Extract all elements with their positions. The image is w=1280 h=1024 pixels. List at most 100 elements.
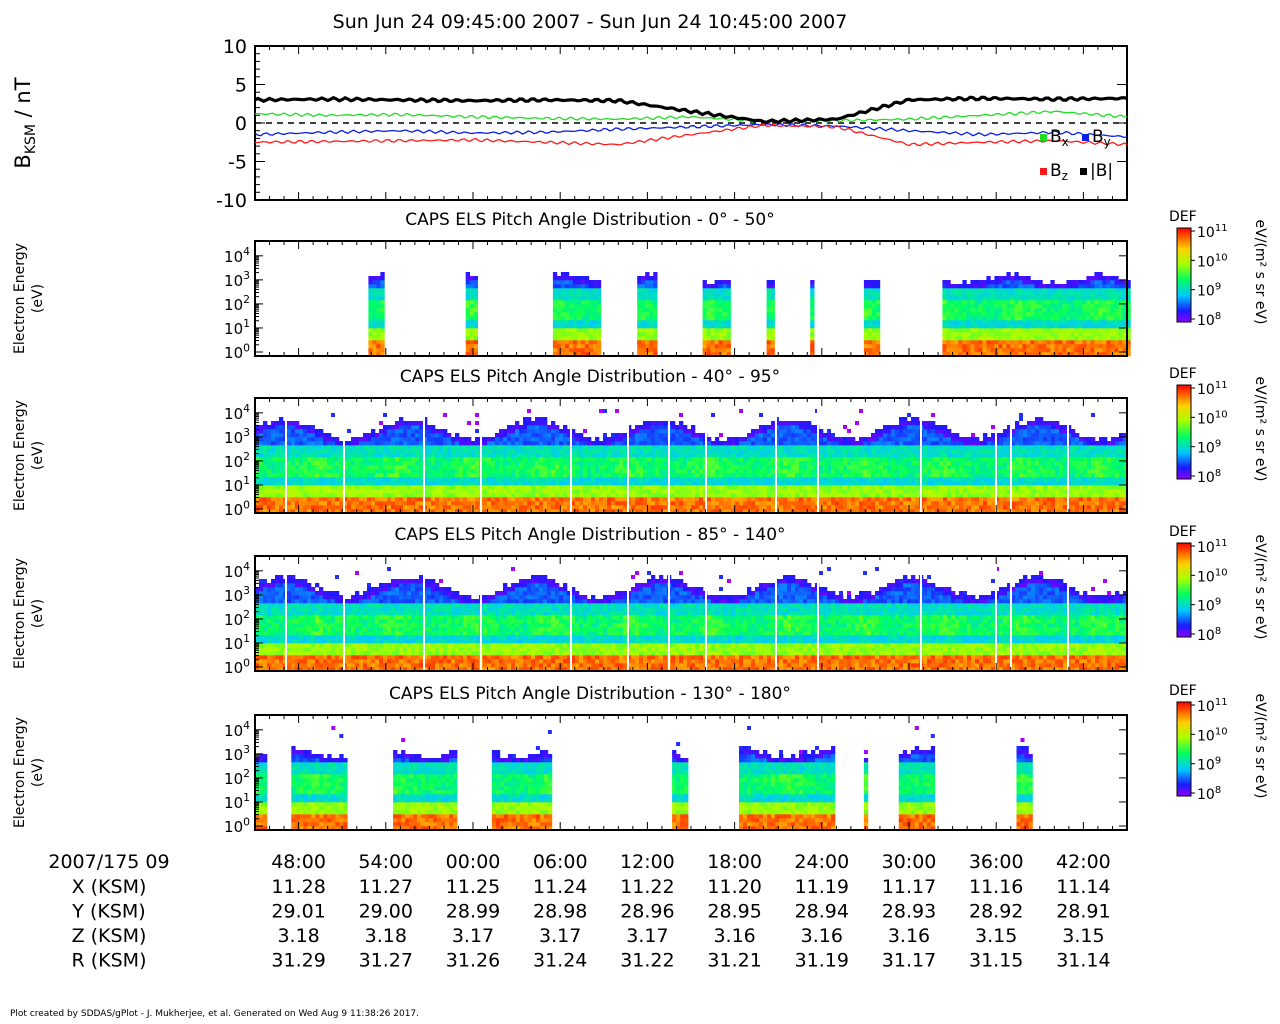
spectrogram-cell bbox=[447, 457, 452, 462]
spectrogram-cell bbox=[954, 288, 959, 293]
spectrogram-cell bbox=[641, 324, 646, 329]
spectrogram-cell bbox=[631, 441, 636, 446]
spectrogram-cell bbox=[659, 457, 664, 462]
spectrogram-cell bbox=[343, 509, 348, 514]
spectrogram-cell bbox=[423, 501, 428, 506]
spectrogram-cell bbox=[380, 328, 385, 333]
spectrogram-cell bbox=[759, 465, 764, 470]
spectrogram-cell bbox=[958, 348, 963, 353]
spectrogram-cell bbox=[637, 324, 642, 329]
spectrogram-cell bbox=[467, 489, 472, 494]
spectrogram-cell bbox=[1094, 304, 1099, 309]
spectrogram-cell bbox=[596, 292, 602, 297]
spectrogram-cell bbox=[755, 461, 760, 466]
spectrogram-cell bbox=[572, 300, 578, 305]
spectrogram-cell bbox=[315, 505, 320, 510]
spectrogram-cell bbox=[1114, 320, 1119, 325]
spectrogram-cell bbox=[1038, 284, 1043, 289]
spectrogram-cell bbox=[799, 485, 804, 490]
spectrogram-cell bbox=[551, 473, 556, 478]
spectrogram-cell bbox=[811, 465, 816, 470]
spectrogram-cell bbox=[367, 485, 372, 490]
spectrogram-cell bbox=[1082, 352, 1087, 357]
spectrogram-cell bbox=[1058, 324, 1063, 329]
spectrogram-cell bbox=[775, 433, 780, 438]
spectrogram-cell bbox=[803, 437, 808, 442]
spectrogram-cell bbox=[722, 312, 727, 317]
spectrogram-cell bbox=[543, 457, 548, 462]
spectrogram-cell bbox=[399, 425, 404, 430]
spectrogram-cell bbox=[641, 312, 646, 317]
spectrogram-cell bbox=[711, 413, 715, 417]
spectrogram-cell bbox=[495, 437, 500, 442]
spectrogram-cell bbox=[564, 324, 570, 329]
spectrogram-cell bbox=[259, 453, 264, 458]
spectrogram-cell bbox=[1062, 296, 1067, 301]
spectrogram-cell bbox=[1022, 300, 1027, 305]
spectrogram-cell bbox=[531, 433, 536, 438]
spectrogram-cell bbox=[1078, 280, 1083, 285]
spectrogram-cell bbox=[591, 449, 596, 454]
spectrogram-cell bbox=[643, 509, 648, 514]
spectrogram-cell bbox=[368, 300, 373, 305]
spectrogram-cell bbox=[571, 497, 576, 502]
spectrogram-cell bbox=[564, 276, 570, 281]
spectrogram-cell bbox=[1054, 348, 1059, 353]
mag-ytick-label: 5 bbox=[235, 75, 247, 97]
spectrogram-cell bbox=[649, 348, 654, 353]
spectrogram-cell bbox=[588, 292, 594, 297]
spectrogram-cell bbox=[645, 280, 650, 285]
spectrogram-cell bbox=[645, 272, 650, 277]
spectrogram-cell bbox=[547, 473, 552, 478]
spectrogram-cell bbox=[556, 344, 562, 349]
spectrogram-cell bbox=[950, 304, 955, 309]
spectrogram-cell bbox=[591, 441, 596, 446]
spectrogram-cell bbox=[315, 461, 320, 466]
spectrogram-cell bbox=[1042, 332, 1047, 337]
spectrogram-cell bbox=[319, 493, 324, 498]
spectrogram-cell bbox=[699, 509, 704, 514]
spectrogram-cell bbox=[275, 497, 280, 502]
spectrogram-cell bbox=[726, 284, 731, 289]
spectrogram-cell bbox=[1002, 312, 1007, 317]
spectrogram-cell bbox=[307, 445, 312, 450]
spectrogram-cell bbox=[311, 489, 316, 494]
spectrogram-cell bbox=[535, 429, 540, 434]
spectrogram-cell bbox=[503, 489, 508, 494]
spectrogram-cell bbox=[335, 449, 340, 454]
spectrogram-cell bbox=[419, 461, 424, 466]
spectrogram-cell bbox=[659, 489, 664, 494]
spectrogram-cell bbox=[1094, 300, 1099, 305]
spectrogram-cell bbox=[695, 497, 700, 502]
spectrogram-cell bbox=[469, 280, 474, 285]
spectrogram-cell bbox=[718, 316, 723, 321]
spectrogram-cell bbox=[647, 493, 652, 498]
spectrogram-cell bbox=[473, 312, 478, 317]
spectrogram-cell bbox=[637, 352, 642, 357]
spectrogram-cell bbox=[771, 433, 776, 438]
spectrogram-cell bbox=[473, 308, 478, 313]
spectrogram-cell bbox=[255, 433, 260, 438]
spectrogram-cell bbox=[726, 292, 731, 297]
spectrogram-cell bbox=[645, 284, 650, 289]
spectrogram-cell bbox=[706, 352, 711, 357]
spectrogram-cell bbox=[443, 465, 448, 470]
spectrogram-cell bbox=[1062, 316, 1067, 321]
pitch-ytick-label: 101 bbox=[224, 317, 250, 338]
spectrogram-cell bbox=[641, 316, 646, 321]
spectrogram-cell bbox=[519, 429, 524, 434]
spectrogram-cell bbox=[331, 457, 336, 462]
spectrogram-cell bbox=[643, 473, 648, 478]
spectrogram-cell bbox=[1086, 280, 1091, 285]
spectrogram-cell bbox=[810, 328, 815, 333]
spectrogram-cell bbox=[735, 469, 740, 474]
spectrogram-cell bbox=[711, 473, 716, 478]
spectrogram-cell bbox=[763, 485, 768, 490]
spectrogram-cell bbox=[263, 421, 268, 426]
spectrogram-cell bbox=[411, 461, 416, 466]
spectrogram-cell bbox=[699, 469, 704, 474]
spectrogram-cell bbox=[810, 316, 815, 321]
spectrogram-cell bbox=[1110, 332, 1115, 337]
spectrogram-cell bbox=[710, 344, 715, 349]
spectrogram-cell bbox=[503, 469, 508, 474]
